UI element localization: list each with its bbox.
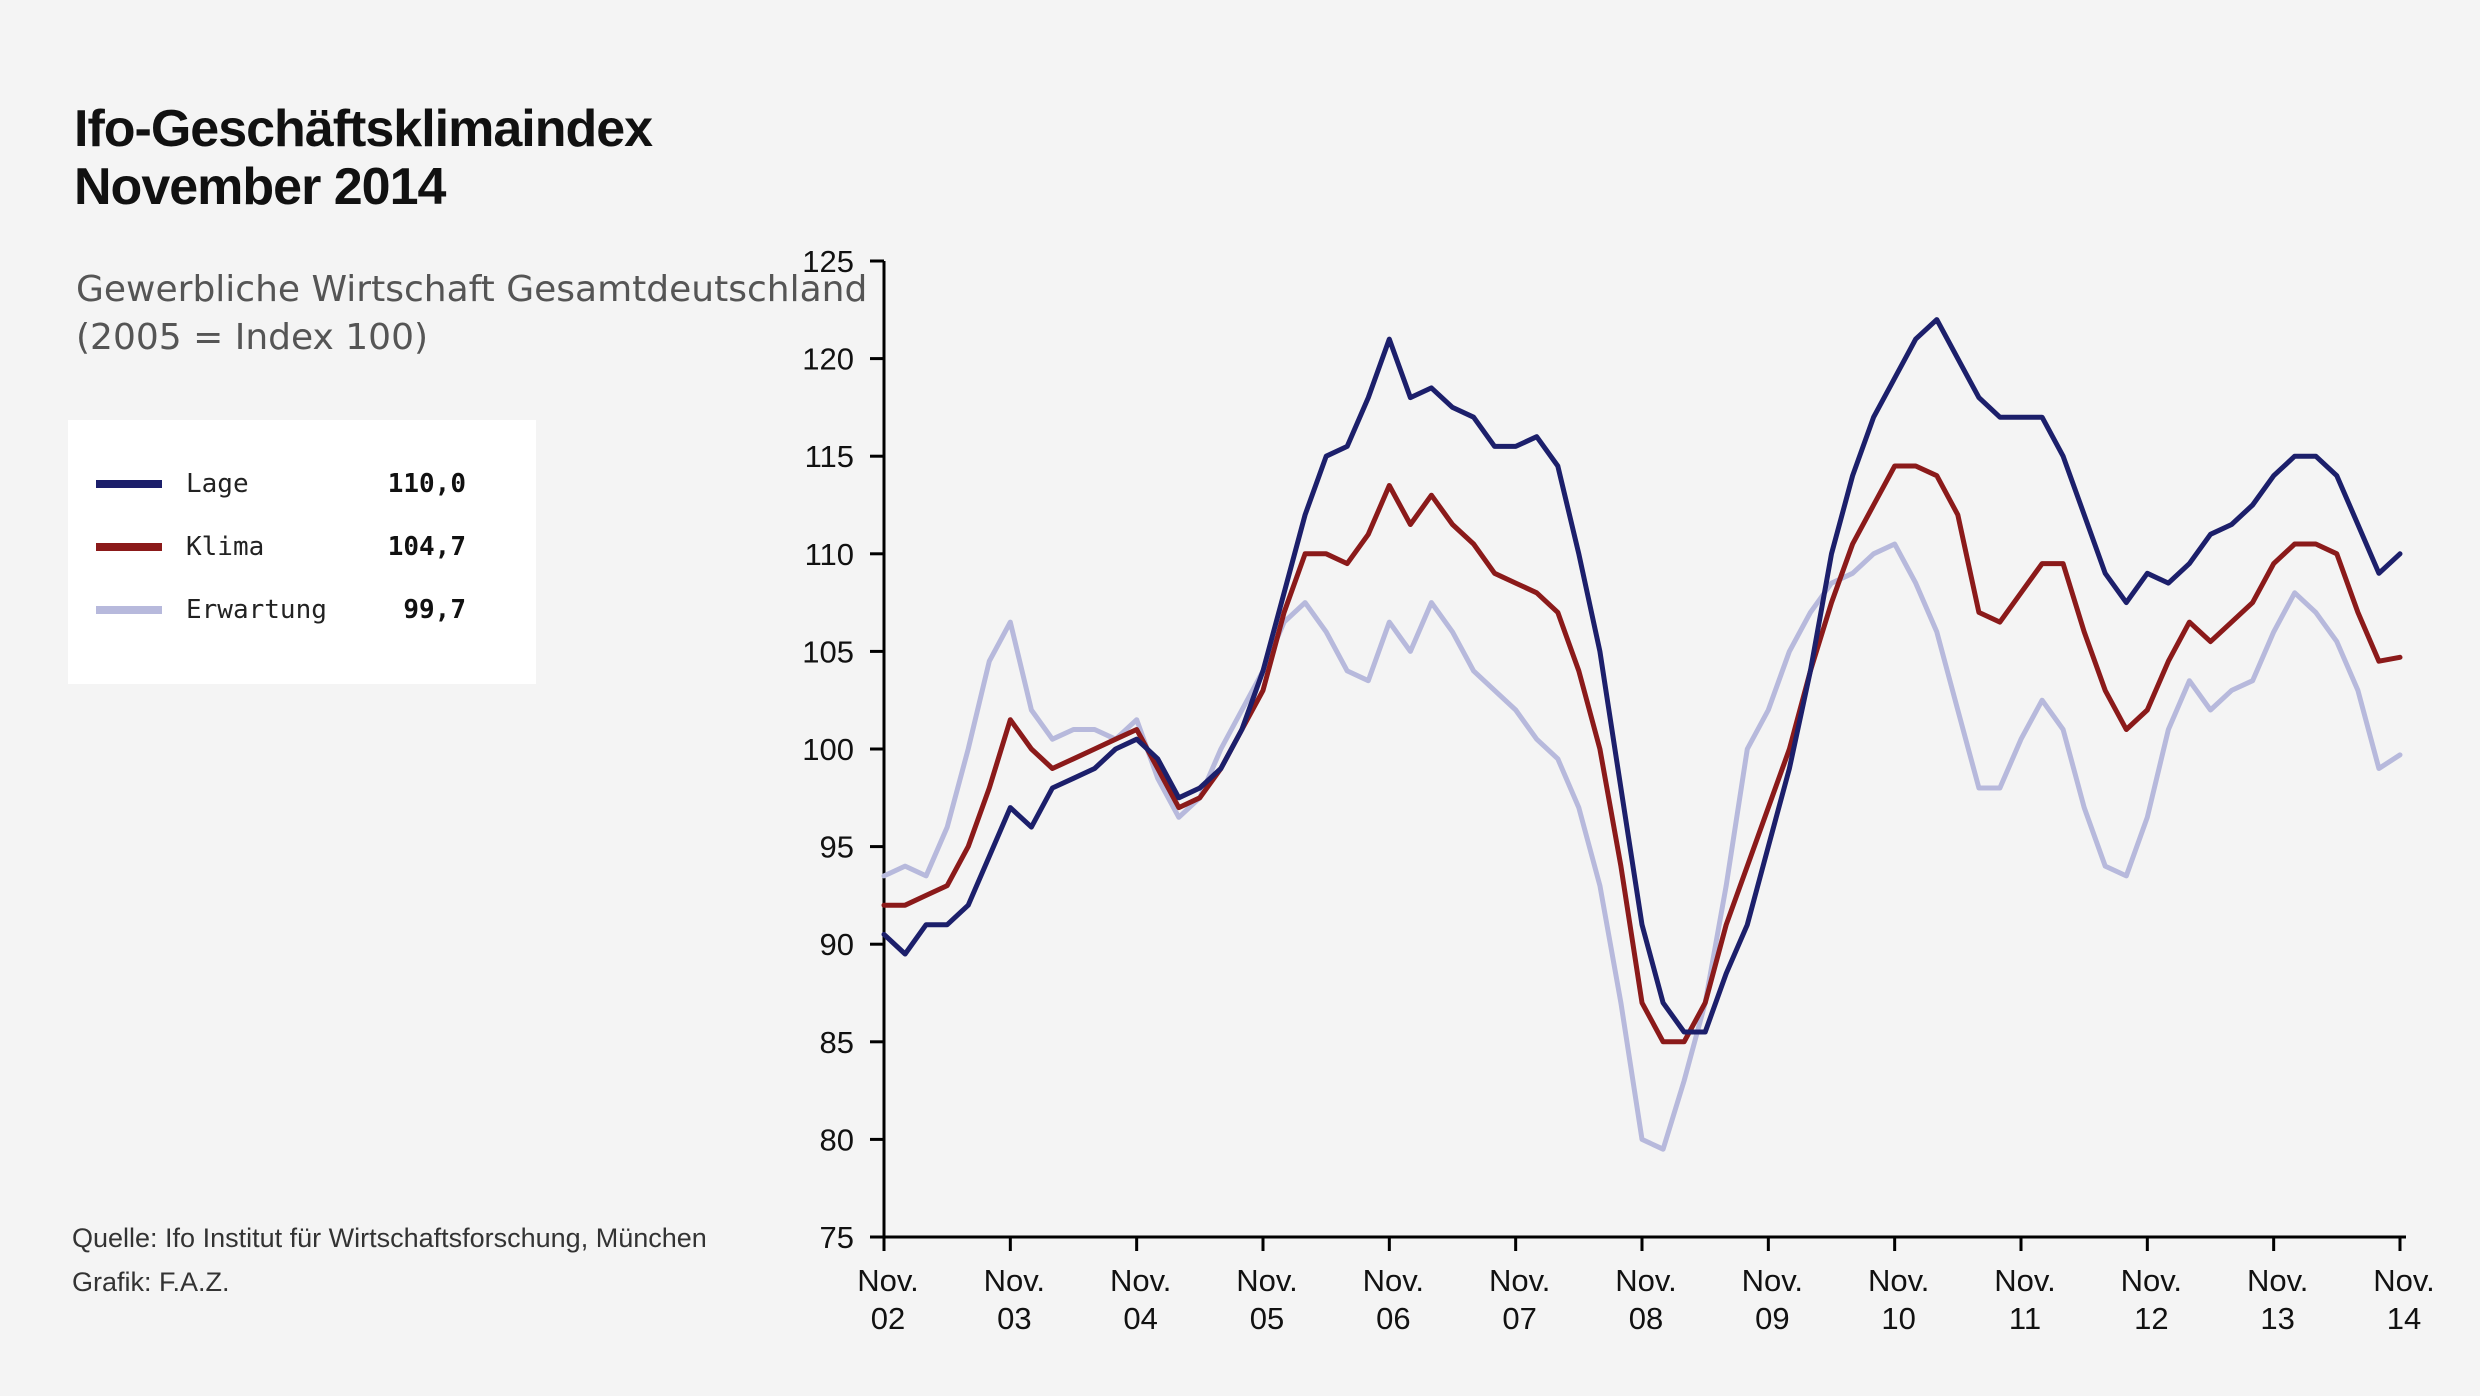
x-tick-label-month: Nov. [2247,1263,2308,1298]
x-tick-label-year: 03 [997,1301,1031,1336]
x-tick-label-year: 12 [2134,1301,2168,1336]
subtitle-line-1: Gewerbliche Wirtschaft Gesamtdeutschland [76,269,868,310]
y-tick-label: 115 [805,439,854,474]
chart-subtitle: Gewerbliche Wirtschaft Gesamtdeutschland… [76,266,867,362]
title-line-1: Ifo-Geschäftsklimaindex [74,100,653,158]
legend: Lage 110,0 Klima 104,7 Erwartung 99,7 [68,420,536,684]
legend-item-erwartung: Erwartung 99,7 [96,590,466,630]
x-tick-label-month: Nov. [2121,1263,2182,1298]
x-tick-label-month: Nov. [2373,1263,2434,1298]
series-line-lage [881,317,2403,1035]
x-tick-label-month: Nov. [1236,1263,1297,1298]
legend-value-klima: 104,7 [387,532,466,562]
x-tick-label-month: Nov. [1868,1263,1929,1298]
x-tick-label-year: 13 [2260,1301,2294,1336]
x-tick-label-year: 10 [1881,1301,1915,1336]
y-tick-label: 80 [820,1122,854,1157]
x-tick-label-year: 04 [1123,1301,1157,1336]
legend-swatch-klima [96,543,162,551]
legend-item-klima: Klima 104,7 [96,527,466,567]
title-line-2: November 2014 [74,158,446,216]
x-tick-label-year: 02 [871,1301,905,1336]
legend-label-erwartung: Erwartung [186,595,327,625]
source-note: Quelle: Ifo Institut für Wirtschaftsfors… [72,1216,707,1304]
chart-title: Ifo-Geschäftsklimaindex November 2014 [74,100,653,216]
source-line-2: Grafik: F.A.Z. [72,1267,230,1297]
y-tick-label: 90 [820,927,854,962]
x-tick-label-year: 09 [1755,1301,1789,1336]
y-tick-label: 120 [802,342,854,377]
x-tick-label-year: 05 [1250,1301,1284,1336]
legend-label-klima: Klima [186,532,265,562]
x-tick-label-month: Nov. [1110,1263,1171,1298]
subtitle-line-2: (2005 = Index 100) [76,317,429,358]
x-tick-label-month: Nov. [1489,1263,1550,1298]
y-tick-label: 100 [802,732,854,767]
x-tick-label-month: Nov. [1742,1263,1803,1298]
x-tick-label-month: Nov. [984,1263,1045,1298]
y-tick-label: 105 [802,634,854,669]
x-tick-label-month: Nov. [1994,1263,2055,1298]
legend-value-lage: 110,0 [387,469,466,499]
series-line-klima [881,463,2403,1045]
y-tick-label: 95 [820,830,854,865]
y-tick-label: 125 [802,244,854,279]
y-tick-label: 75 [820,1220,854,1255]
x-tick-label-year: 06 [1376,1301,1410,1336]
x-tick-label-year: 08 [1629,1301,1663,1336]
series-line-erwartung [881,541,2403,1152]
legend-item-lage: Lage 110,0 [96,464,466,504]
x-tick-label-month: Nov. [1363,1263,1424,1298]
legend-swatch-lage [96,480,162,488]
x-tick-label-year: 14 [2387,1301,2421,1336]
x-tick-label-month: Nov. [1615,1263,1676,1298]
source-line-1: Quelle: Ifo Institut für Wirtschaftsfors… [72,1223,707,1253]
y-tick-label: 85 [820,1025,854,1060]
y-tick-label: 110 [805,537,854,572]
legend-value-erwartung: 99,7 [403,595,466,625]
legend-swatch-erwartung [96,606,162,614]
x-tick-label-month: Nov. [857,1263,918,1298]
legend-label-lage: Lage [186,469,249,499]
x-tick-label-year: 07 [1502,1301,1536,1336]
x-tick-label-year: 11 [2009,1301,2041,1336]
